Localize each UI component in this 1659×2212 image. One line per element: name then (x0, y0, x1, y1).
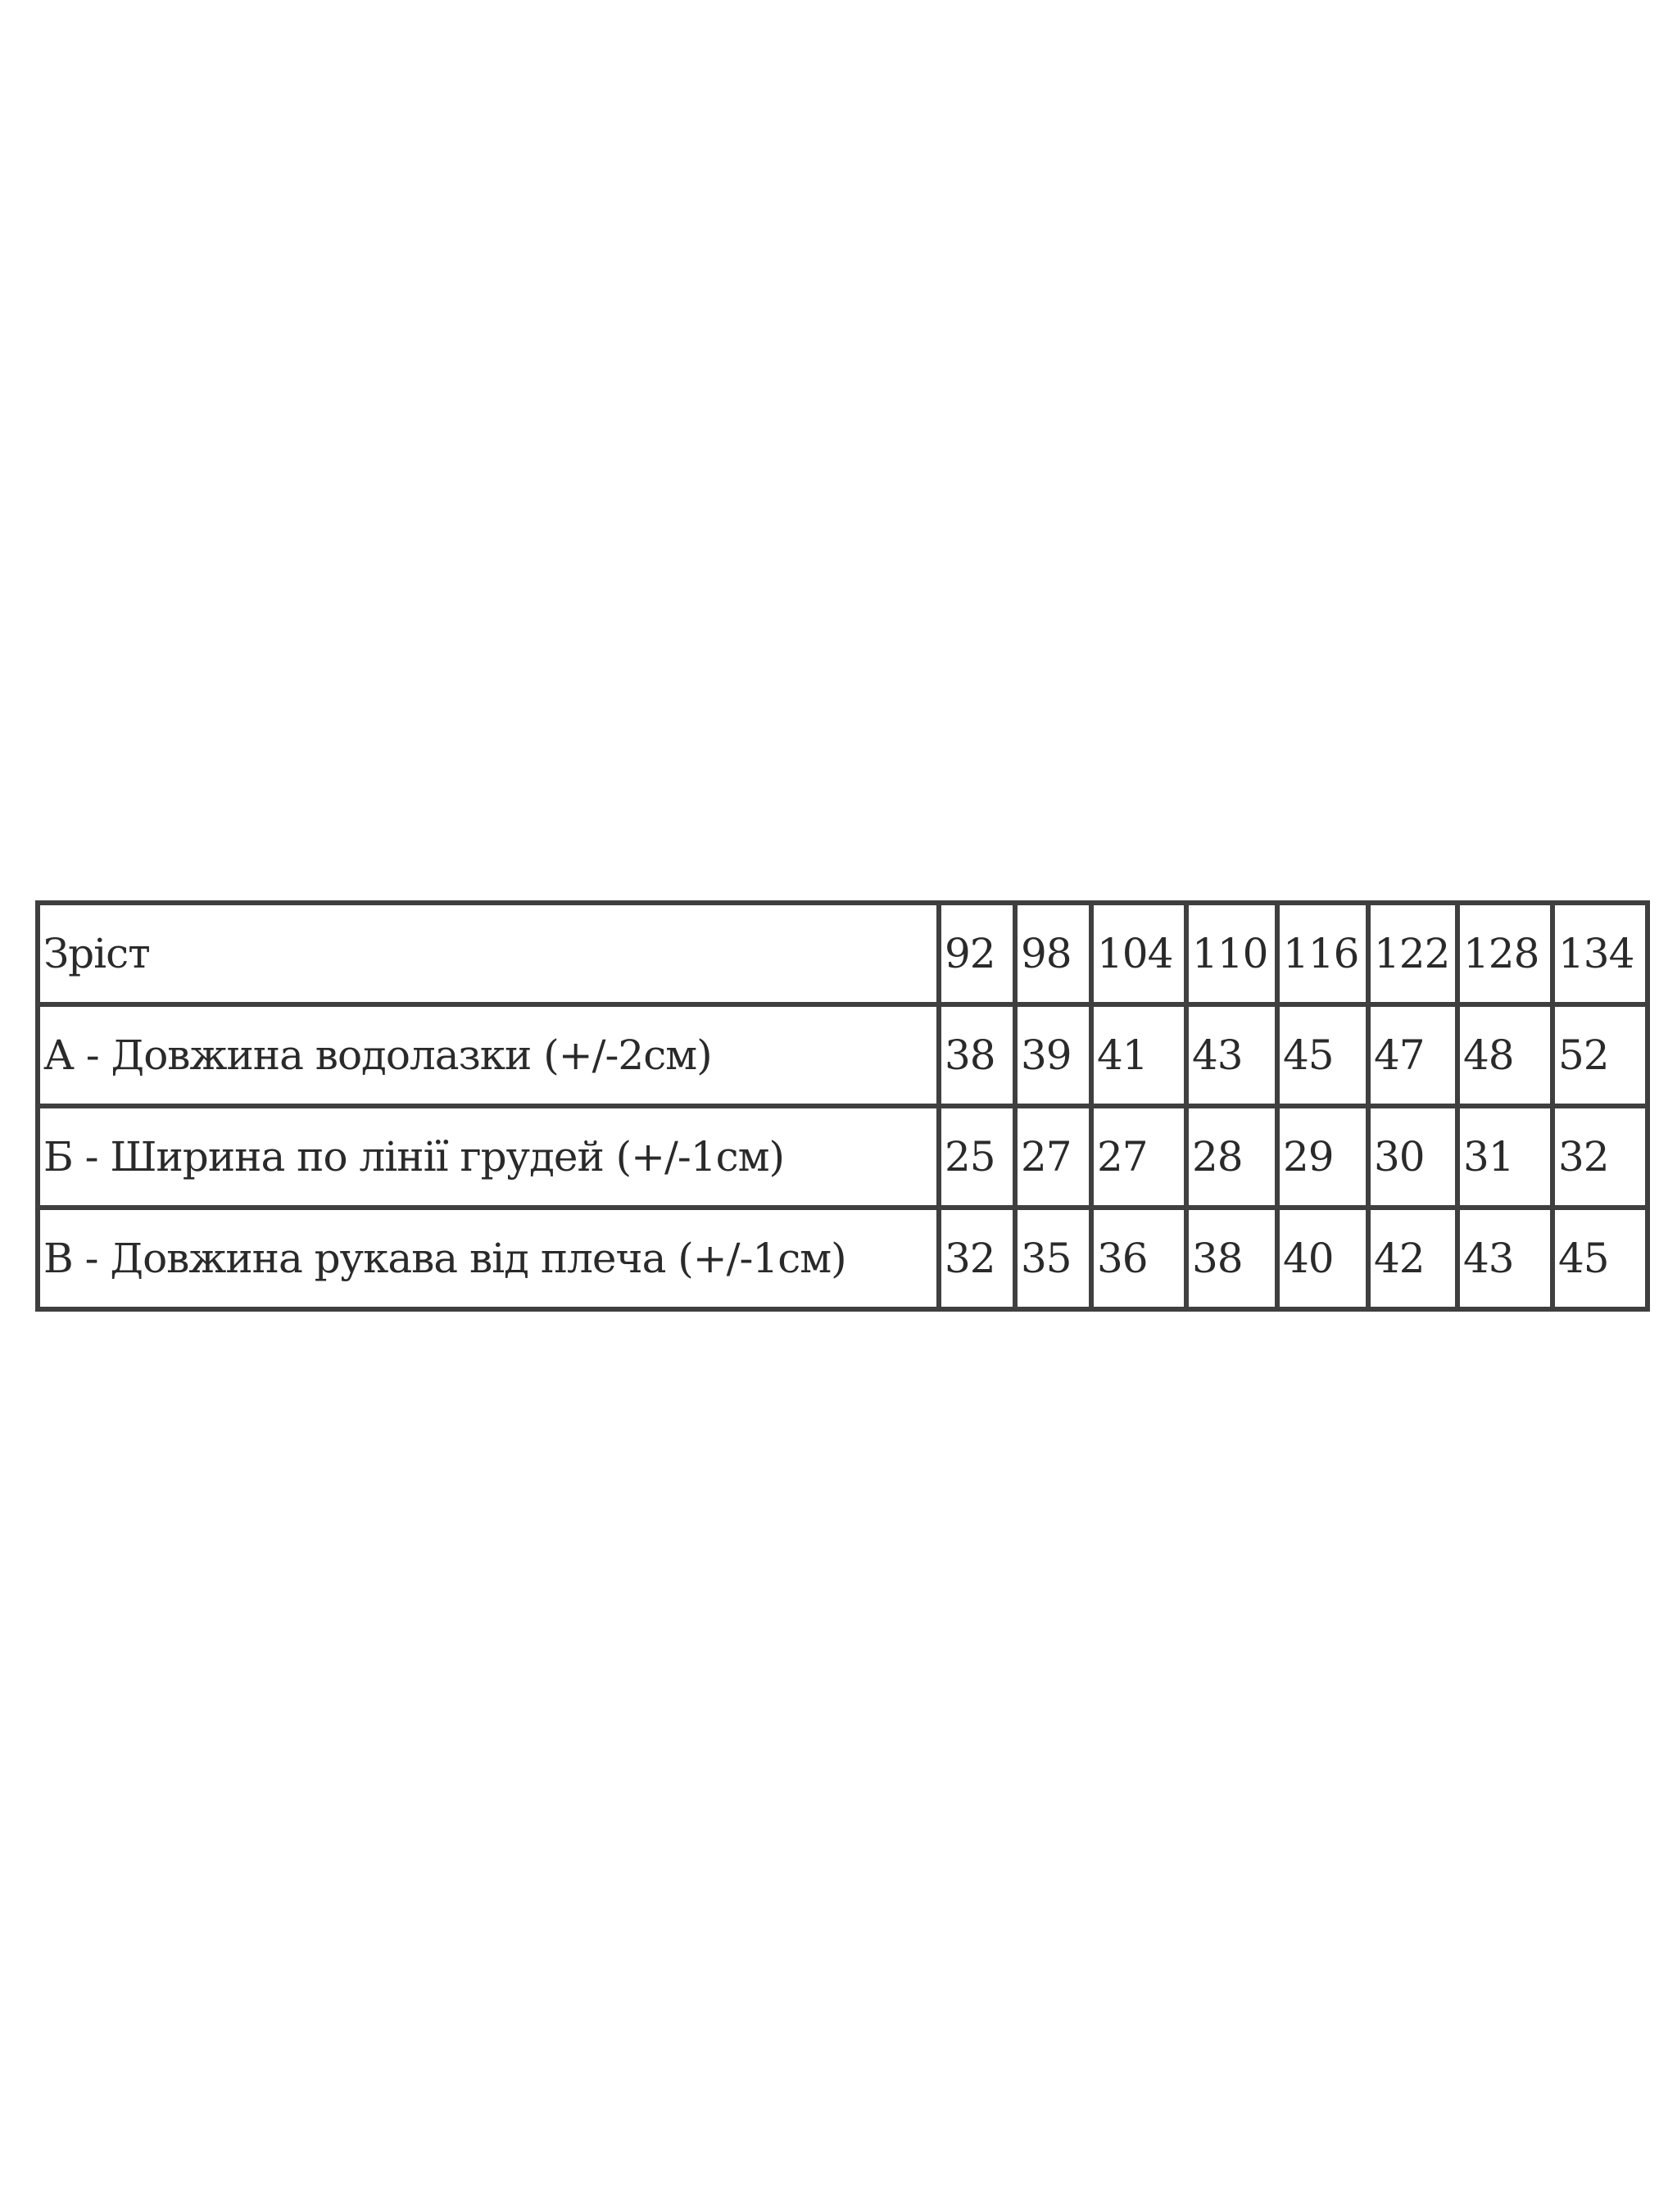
measurement-value-cell: 32 (936, 1205, 1018, 1312)
height-label: Зріст (35, 900, 941, 1007)
size-header-cell: 98 (1013, 900, 1094, 1007)
size-header-cell: 122 (1366, 900, 1460, 1007)
measurement-row: Б - Ширина по лінії грудей (+/-1см) 25 27 2… (35, 1104, 1650, 1210)
measurement-label: А - Довжина водолазки (+/-2см) (35, 1002, 941, 1108)
measurement-value-cell: 29 (1275, 1104, 1371, 1210)
measurement-value-cell: 40 (1275, 1205, 1371, 1312)
measurement-label: В - Довжина рукава від плеча (+/-1см) (35, 1205, 941, 1312)
measurement-value-cell: 43 (1184, 1002, 1280, 1108)
measurement-value-cell: 27 (1089, 1104, 1189, 1210)
measurement-value-cell: 43 (1455, 1205, 1555, 1312)
measurement-value-cell: 32 (1550, 1104, 1650, 1210)
measurement-value-cell: 35 (1013, 1205, 1094, 1312)
measurement-value-cell: 27 (1013, 1104, 1094, 1210)
measurement-value-cell: 41 (1089, 1002, 1189, 1108)
measurement-value-cell: 28 (1184, 1104, 1280, 1210)
size-header-cell: 104 (1089, 900, 1189, 1007)
measurement-label: Б - Ширина по лінії грудей (+/-1см) (35, 1104, 941, 1210)
measurement-value-cell: 25 (936, 1104, 1018, 1210)
size-header-cell: 92 (936, 900, 1018, 1007)
measurement-value-cell: 52 (1550, 1002, 1650, 1108)
measurement-row: В - Довжина рукава від плеча (+/-1см) 32 3… (35, 1205, 1650, 1312)
size-header-cell: 134 (1550, 900, 1650, 1007)
header-row: Зріст 92 98 104 110 116 122 128 134 (35, 900, 1650, 1007)
size-header-cell: 116 (1275, 900, 1371, 1007)
measurement-value-cell: 38 (1184, 1205, 1280, 1312)
measurement-value-cell: 48 (1455, 1002, 1555, 1108)
measurement-value-cell: 36 (1089, 1205, 1189, 1312)
size-header-cell: 128 (1455, 900, 1555, 1007)
measurement-value-cell: 42 (1366, 1205, 1460, 1312)
measurement-value-cell: 45 (1550, 1205, 1650, 1312)
measurement-value-cell: 39 (1013, 1002, 1094, 1108)
measurement-value-cell: 45 (1275, 1002, 1371, 1108)
measurement-value-cell: 30 (1366, 1104, 1460, 1210)
measurement-value-cell: 47 (1366, 1002, 1460, 1108)
size-header-cell: 110 (1184, 900, 1280, 1007)
size-chart-table: Зріст 92 98 104 110 116 122 128 134 А - Довжина в… (35, 900, 1650, 1312)
measurement-row: А - Довжина водолазки (+/-2см) 38 39 41 43 45… (35, 1002, 1650, 1108)
measurement-value-cell: 31 (1455, 1104, 1555, 1210)
measurement-value-cell: 38 (936, 1002, 1018, 1108)
